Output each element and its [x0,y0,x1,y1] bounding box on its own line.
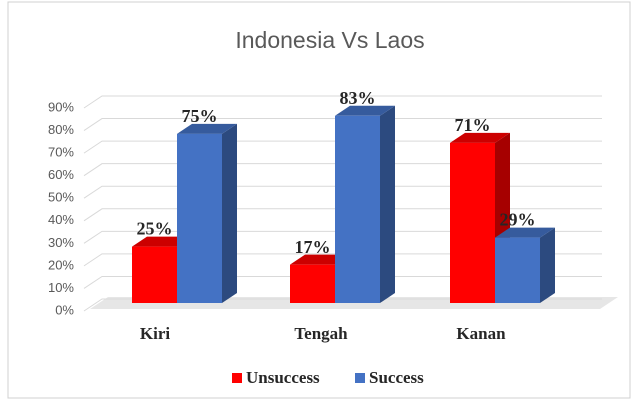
bar [132,246,177,303]
data-label: 75% [182,106,218,126]
bar-top [450,132,510,143]
y-tick-label: 20% [48,257,74,272]
bar-side [540,227,555,303]
y-tick-label: 10% [48,280,74,295]
y-tick-label: 50% [48,190,74,205]
grid-line [83,298,602,312]
grid-line [83,163,602,177]
chart-title: Indonesia Vs Laos [235,27,424,53]
legend-swatch [355,373,365,383]
grid-line [83,118,602,131]
data-label: 83% [340,88,376,108]
x-tick-label: Kanan [456,324,506,343]
bar [290,264,335,303]
bar [450,142,495,303]
grid-line [83,230,602,244]
bar-side [380,105,395,304]
grid-line [83,275,602,289]
y-tick-label: 80% [48,122,74,137]
y-tick-label: 60% [48,167,74,182]
bar-top [177,123,237,134]
data-label: 25% [137,219,173,239]
grid-line [83,185,602,199]
bar [177,133,222,303]
grid-line [83,140,602,154]
y-tick-label: 90% [48,99,74,114]
chart-frame [7,1,631,399]
data-label: 71% [455,115,491,135]
data-label: 29% [500,210,536,230]
y-tick-label: 30% [48,235,74,250]
y-tick-label: 70% [48,145,74,160]
grid-line [83,253,602,267]
grid-line [83,208,602,222]
bar [495,237,540,303]
legend-label: Success [369,368,424,387]
legend-swatch [232,373,242,383]
y-tick-label: 0% [55,302,74,317]
bar [335,115,380,304]
bar-side [222,123,237,303]
x-tick-label: Tengah [294,324,348,343]
x-tick-label: Kiri [140,324,170,343]
legend-label: Unsuccess [246,368,320,387]
bar-top [495,227,555,238]
grid-line [83,95,602,109]
data-label: 17% [295,237,331,257]
bar-top [335,105,395,116]
y-tick-label: 40% [48,212,74,227]
